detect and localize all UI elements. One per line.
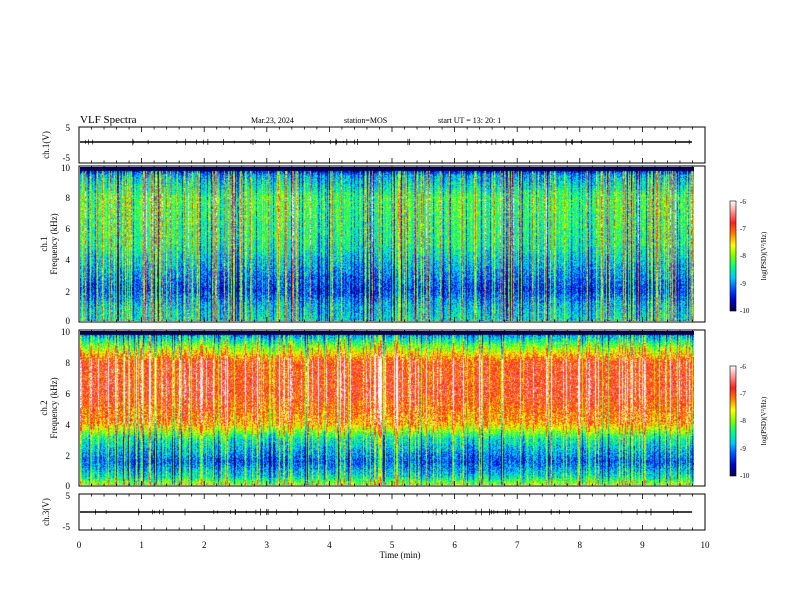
start-time-label: start UT = 13: 20: 1	[438, 116, 501, 125]
x-tick-label: 7	[515, 540, 520, 550]
spec2-ytick-4: 4	[66, 420, 71, 430]
cb2-tick-6: -6	[740, 363, 746, 371]
spec1-ytick-6: 6	[66, 224, 71, 234]
spec2-ylabel-frequency: Frequency (kHz)	[49, 377, 59, 438]
x-tick-label: 2	[202, 540, 207, 550]
colorbar-ch1-label: log(PSD)(V²/Hz)	[760, 231, 768, 280]
panel-spec2-ticks	[78, 330, 706, 486]
panel-ch1-spectrogram: 0 2 4 6 8 10 ch.1 Frequency (kHz) -6 -7 …	[39, 163, 768, 326]
ch3-ytick-minus5: -5	[63, 522, 71, 532]
colorbar-ch2	[729, 365, 737, 477]
x-tick-label: 8	[578, 540, 583, 550]
x-tick-label: 10	[701, 540, 711, 550]
panel-ch1-waveform: 5 -5 ch.1(V)	[41, 123, 706, 164]
cb1-tick-8: -8	[740, 252, 746, 260]
station-label: station=MOS	[344, 116, 387, 125]
colorbar-ch2-label: log(PSD)(V²/Hz)	[760, 396, 768, 445]
spec1-ytick-0: 0	[66, 316, 71, 326]
spec1-ytick-10: 10	[61, 163, 71, 173]
ch1-ytick-minus5: -5	[63, 153, 71, 163]
spec1-ylabel-channel: ch.1	[39, 236, 49, 251]
cb2-tick-9: -9	[740, 445, 746, 453]
x-tick-label: 9	[640, 540, 645, 550]
ch1-waveform-ylabel: ch.1(V)	[41, 131, 51, 159]
cb1-tick-6: -6	[740, 198, 746, 206]
panel-ch3-waveform: 5 -5 ch.3(V) 0 1 2 3 4 5 6 7 8 9 10 Time (min)	[41, 491, 710, 560]
colorbar-ch1	[729, 200, 737, 312]
spec2-yticks: 0 2 4 6 8 10	[61, 327, 71, 491]
x-tick-label: 1	[139, 540, 144, 550]
spec2-ytick-10: 10	[61, 327, 71, 337]
ch3-waveform-ylabel: ch.3(V)	[41, 498, 51, 526]
panel-ch1-ticks	[78, 127, 706, 163]
colorbar-ch2-ticks: -6 -7 -8 -9 -10	[740, 363, 750, 480]
spec2-ylabel-channel: ch.2	[39, 400, 49, 415]
spec2-ytick-6: 6	[66, 389, 71, 399]
ch3-ytick-5: 5	[66, 491, 71, 501]
spec1-yticks: 0 2 4 6 8 10	[61, 163, 71, 326]
cb1-tick-9: -9	[740, 280, 746, 288]
spec2-ytick-8: 8	[66, 358, 71, 368]
ch1-ytick-5: 5	[66, 123, 71, 133]
spec1-ytick-4: 4	[66, 255, 71, 265]
spec1-ylabel-frequency: Frequency (kHz)	[49, 213, 59, 274]
spec1-ytick-2: 2	[66, 287, 71, 297]
cb1-tick-10: -10	[740, 307, 750, 315]
panel-ch2-spectrogram: 0 2 4 6 8 10 ch.2 Frequency (kHz) -6 -7 …	[39, 327, 768, 491]
cb2-tick-7: -7	[740, 390, 746, 398]
cb1-tick-7: -7	[740, 225, 746, 233]
x-tick-label: 0	[77, 540, 82, 550]
panel-ch1-frame	[78, 126, 706, 164]
x-tick-label: 5	[390, 540, 395, 550]
x-tick-label: 3	[265, 540, 270, 550]
time-axis-tick-labels: 0 1 2 3 4 5 6 7 8 9 10	[77, 540, 710, 550]
figure-title: VLF Spectra	[80, 114, 137, 126]
waveform-ch3-spikes	[95, 508, 678, 516]
spectrogram-ch1-image	[80, 167, 694, 321]
spectrogram-ch2-image	[80, 331, 694, 485]
waveform-ch1-spikes	[85, 138, 690, 146]
x-tick-label: 4	[327, 540, 332, 550]
spec2-ytick-2: 2	[66, 451, 71, 461]
panel-ch3-ticks	[78, 494, 706, 530]
time-axis-label: Time (min)	[380, 550, 421, 560]
spec1-ytick-8: 8	[66, 193, 71, 203]
date-label: Mar.23, 2024	[251, 116, 294, 125]
cb2-tick-8: -8	[740, 417, 746, 425]
spec2-ytick-0: 0	[66, 481, 71, 491]
cb2-tick-10: -10	[740, 472, 750, 480]
panel-spec1-ticks	[78, 166, 706, 322]
colorbar-ch1-ticks: -6 -7 -8 -9 -10	[740, 198, 750, 315]
x-tick-label: 6	[452, 540, 457, 550]
